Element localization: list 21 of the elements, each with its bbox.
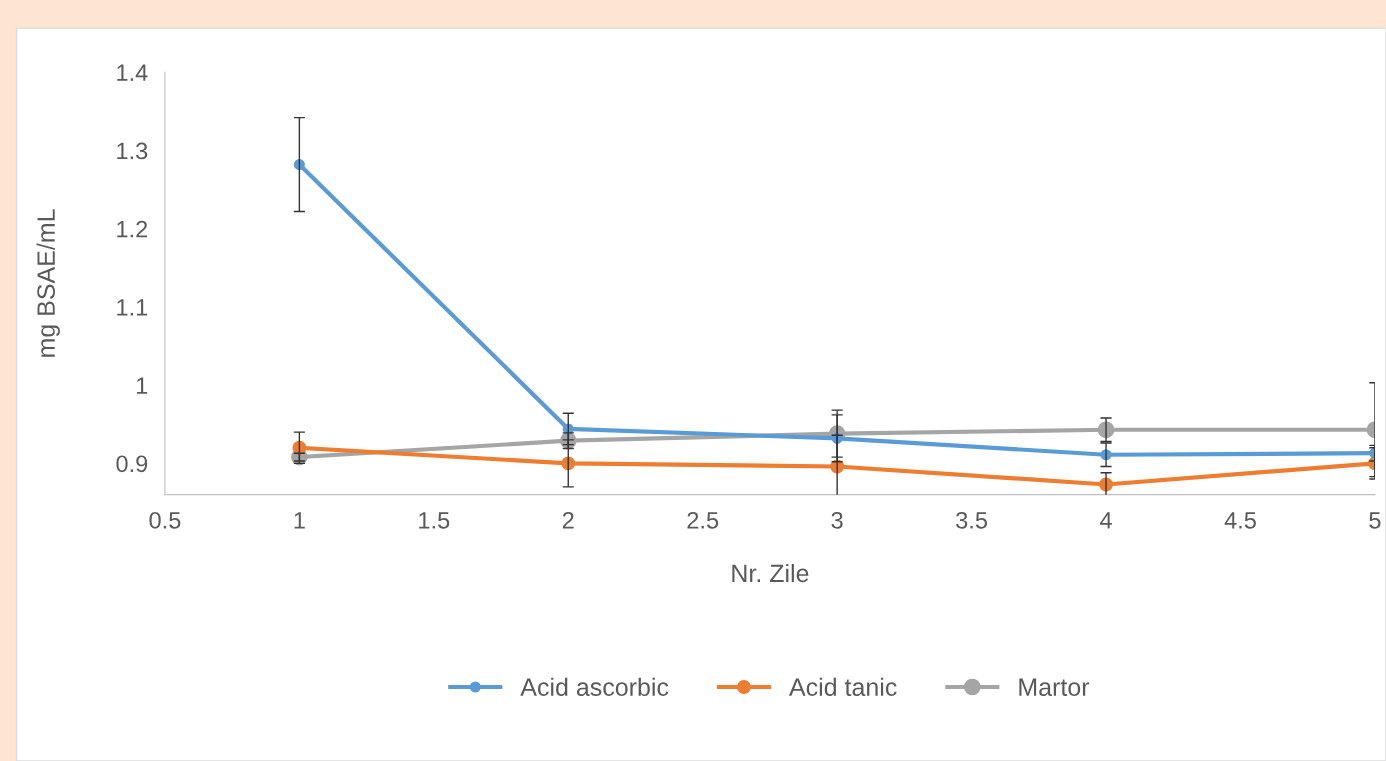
legend-label: Acid ascorbic: [520, 677, 669, 697]
y-tick-label: 1: [136, 377, 148, 394]
x-tick-label: 3: [831, 511, 843, 529]
x-tick-label: 3.5: [956, 511, 988, 529]
x-tick-label: 2: [562, 511, 574, 529]
legend-label: Acid tanic: [789, 677, 897, 697]
y-tick-label: 1.1: [117, 299, 148, 316]
y-axis-title: mg BSAE/mL: [36, 209, 60, 357]
x-tick-label: 0.5: [149, 511, 181, 529]
y-tick-label: 1.3: [117, 142, 148, 160]
x-tick-label: 5: [1369, 512, 1381, 529]
x-axis-title: Nr. Zile: [732, 563, 809, 583]
x-tick-label: 1.5: [419, 512, 450, 529]
x-tick-label: 4: [1100, 512, 1112, 529]
legend-label: Martor: [1019, 678, 1090, 697]
y-tick-label: 1.2: [117, 220, 148, 238]
x-tick-label: 2.5: [687, 511, 719, 529]
y-tick-label: 1.4: [117, 64, 148, 81]
x-tick-label: 1: [294, 512, 305, 529]
x-tick-label: 4.5: [1224, 512, 1256, 529]
y-tick-label: 0.9: [116, 455, 148, 473]
